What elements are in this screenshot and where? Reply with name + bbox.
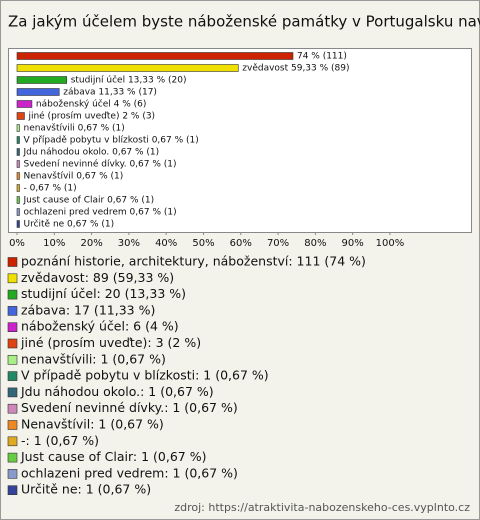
legend-label: Svedení nevinné dívky.: 1 (0,67 %) bbox=[21, 400, 238, 415]
bar-label: zvědavost 59,33 % (89) bbox=[242, 64, 349, 74]
legend-label: Just cause of Clair: 1 (0,67 %) bbox=[20, 449, 206, 464]
legend-label: V případě pobytu v blízkosti: 1 (0,67 %) bbox=[21, 368, 269, 383]
legend-swatch bbox=[7, 485, 18, 496]
legend-label: zábava: 17 (11,33 %) bbox=[21, 302, 155, 317]
x-tick-label: 50% bbox=[192, 238, 214, 249]
legend-label: studijní účel: 20 (13,33 %) bbox=[21, 286, 186, 301]
x-tick-label: 80% bbox=[304, 238, 326, 249]
legend-label: -: 1 (0,67 %) bbox=[21, 433, 99, 448]
bar bbox=[16, 52, 294, 60]
legend-label: zvědavost: 89 (59,33 %) bbox=[21, 270, 174, 285]
x-tick-label: 10% bbox=[43, 238, 65, 249]
legend-label: Určitě ne: 1 (0,67 %) bbox=[21, 482, 151, 497]
legend-swatch bbox=[7, 371, 18, 381]
legend-swatch bbox=[7, 469, 18, 479]
bar bbox=[16, 220, 20, 228]
legend-swatch bbox=[7, 436, 18, 447]
legend-swatch bbox=[7, 354, 18, 365]
x-tick-label: 30% bbox=[118, 238, 140, 249]
legend-label: náboženský účel: 6 (4 %) bbox=[21, 319, 179, 334]
x-tick-label: 0% bbox=[9, 238, 25, 249]
legend-swatch bbox=[7, 420, 18, 430]
bar-label: Určitě ne 0,67 % (1) bbox=[23, 219, 114, 230]
bar bbox=[16, 88, 60, 96]
bar-label: nenavštívili 0,67 % (1) bbox=[23, 123, 124, 134]
bar-label: Nenavštívil 0,67 % (1) bbox=[23, 171, 123, 182]
bar-label: ochlazeni pred vedrem 0,67 % (1) bbox=[23, 208, 176, 218]
bar bbox=[16, 208, 20, 216]
plot-area bbox=[8, 48, 472, 233]
bar bbox=[16, 196, 20, 204]
bar-label: jiné (prosím uveďte) 2 % (3) bbox=[27, 111, 155, 122]
bar-label: studijní účel 13,33 % (20) bbox=[71, 75, 187, 86]
x-tick-label: 100% bbox=[376, 238, 405, 249]
legend-swatch bbox=[7, 387, 18, 398]
bar bbox=[16, 124, 20, 132]
bar bbox=[16, 148, 20, 156]
legend-label: poznání historie, architektury, nábožens… bbox=[21, 254, 366, 269]
bar bbox=[16, 136, 20, 144]
bar-label: náboženský účel 4 % (6) bbox=[36, 99, 146, 110]
legend-label: Jdu náhodou okolo.: 1 (0,67 %) bbox=[20, 384, 214, 399]
bar-label: - 0,67 % (1) bbox=[23, 184, 76, 194]
bar bbox=[16, 160, 20, 168]
bar bbox=[16, 100, 33, 108]
x-tick-label: 90% bbox=[342, 238, 364, 249]
legend-swatch bbox=[7, 452, 18, 463]
legend-label: jiné (prosím uveďte): 3 (2 %) bbox=[20, 335, 201, 350]
legend-label: nenavštívili: 1 (0,67 %) bbox=[21, 351, 166, 366]
legend-swatch bbox=[7, 289, 18, 300]
source: zdroj: https://atraktivita-nabozenskeho-… bbox=[174, 501, 470, 514]
bar-label: Svedení nevinné dívky. 0,67 % (1) bbox=[23, 159, 176, 170]
legend-label: Nenavštívil: 1 (0,67 %) bbox=[21, 417, 164, 432]
chart-title: Za jakým účelem byste náboženské památky… bbox=[8, 13, 480, 31]
legend-swatch bbox=[7, 257, 18, 267]
legend-swatch bbox=[7, 322, 18, 333]
bar-label: zábava 11,33 % (17) bbox=[63, 88, 157, 98]
legend-swatch bbox=[7, 306, 18, 316]
legend-swatch bbox=[7, 273, 18, 284]
bar-label: 74 % (111) bbox=[297, 52, 347, 62]
bar bbox=[16, 76, 68, 84]
legend-swatch bbox=[7, 338, 18, 349]
bar-label: V případě pobytu v blízkosti 0,67 % (1) bbox=[23, 136, 198, 146]
x-tick-label: 20% bbox=[80, 238, 102, 249]
bar bbox=[16, 64, 239, 72]
bar bbox=[16, 184, 20, 192]
bar bbox=[16, 112, 25, 120]
x-tick-label: 70% bbox=[267, 238, 289, 249]
legend-swatch bbox=[7, 403, 18, 414]
x-tick-label: 40% bbox=[155, 238, 177, 249]
x-tick-label: 60% bbox=[230, 238, 252, 249]
legend-label: ochlazeni pred vedrem: 1 (0,67 %) bbox=[21, 465, 238, 480]
bar-label: Just cause of Clair 0,67 % (1) bbox=[22, 196, 154, 206]
bar bbox=[16, 172, 20, 180]
bar-label: Jdu náhodou okolo. 0,67 % (1) bbox=[22, 148, 159, 158]
